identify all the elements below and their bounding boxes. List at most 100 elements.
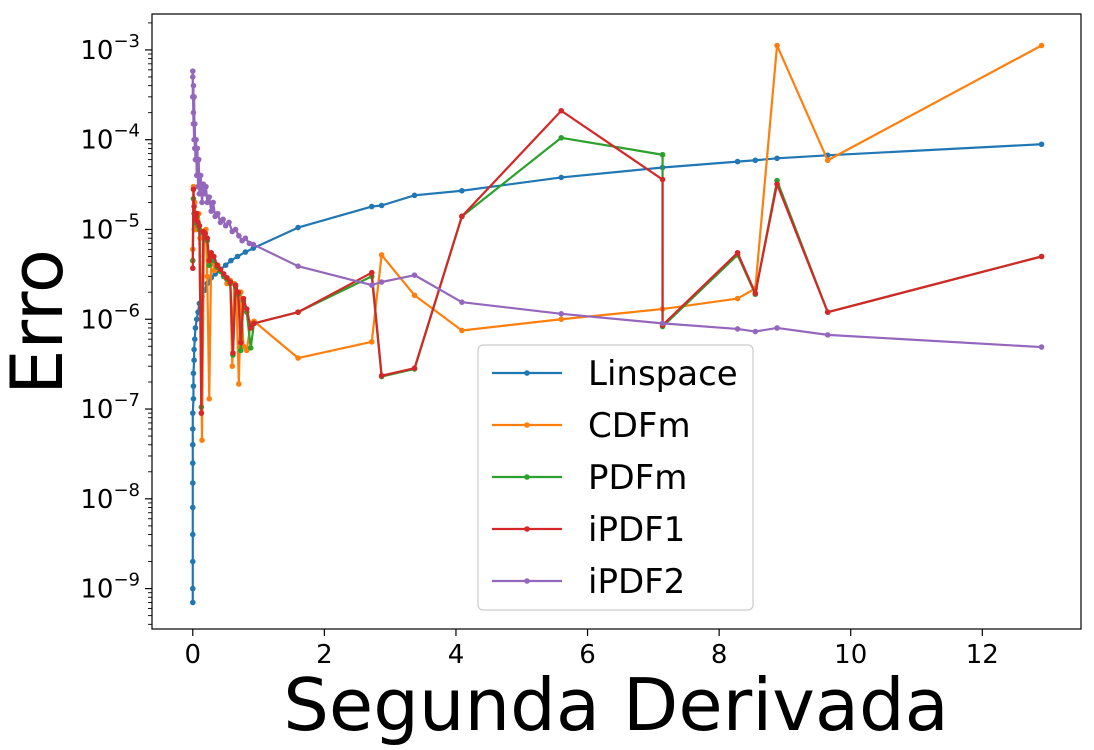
data-point [242, 249, 249, 255]
x-tick-label: 8 [711, 640, 728, 670]
data-point [224, 274, 230, 281]
legend-item-cdfm: CDFm [492, 406, 691, 446]
data-point [206, 396, 213, 402]
data-point [189, 426, 196, 432]
data-point [734, 295, 741, 302]
data-point [378, 279, 385, 285]
data-point [368, 269, 375, 276]
y-axis-title: Erro [0, 249, 79, 395]
y-tick-label: 10−4 [80, 121, 140, 156]
data-point [203, 183, 209, 190]
data-point [217, 266, 224, 273]
data-point [459, 299, 465, 305]
data-point [774, 181, 780, 187]
data-point [236, 233, 242, 239]
data-point [238, 347, 244, 354]
data-point [368, 282, 375, 288]
data-point [1038, 42, 1045, 49]
legend-label: iPDF1 [588, 510, 685, 550]
data-point [1038, 141, 1045, 148]
legend-swatch-marker [524, 370, 530, 376]
y-tick-label: 10−6 [80, 300, 140, 335]
data-point [235, 289, 241, 296]
data-point [368, 203, 375, 210]
data-point [195, 183, 201, 190]
data-point [189, 74, 196, 80]
data-point [194, 145, 201, 152]
data-point [1038, 344, 1045, 350]
x-tick-label: 10 [834, 640, 867, 670]
data-point [234, 253, 241, 260]
data-point [558, 107, 565, 114]
data-point [238, 339, 244, 346]
data-point [247, 345, 254, 351]
data-point [228, 257, 234, 264]
data-point [206, 257, 213, 264]
data-point [189, 410, 196, 416]
data-point [204, 235, 211, 241]
legend-item-ipdf1: iPDF1 [492, 510, 685, 550]
data-point [378, 252, 385, 258]
series-layer [189, 42, 1045, 606]
data-point [378, 372, 385, 379]
data-point [229, 363, 236, 370]
data-point [192, 325, 199, 331]
data-point [378, 202, 385, 209]
series-line [191, 109, 1042, 415]
data-point [204, 273, 211, 280]
x-tick-label: 4 [448, 640, 465, 670]
data-point [752, 328, 759, 335]
data-point [459, 213, 465, 220]
data-point [558, 311, 565, 317]
data-point [558, 134, 565, 141]
x-tick-label: 6 [579, 640, 596, 670]
data-point [734, 158, 741, 165]
data-point [190, 186, 197, 193]
legend-label: PDFm [588, 458, 687, 498]
data-point [191, 94, 197, 100]
data-point [774, 155, 780, 162]
plot-frame [151, 13, 1082, 630]
legend-swatch-marker [524, 578, 530, 584]
data-point [240, 295, 247, 302]
data-point [193, 316, 200, 323]
legend-item-pdfm: PDFm [492, 458, 687, 498]
data-point [558, 174, 565, 181]
data-point [206, 262, 213, 269]
data-point [189, 480, 196, 486]
data-point [295, 263, 301, 269]
y-tick-label: 10−7 [80, 390, 140, 425]
data-point [189, 265, 196, 272]
x-tick-label: 2 [316, 640, 333, 670]
data-point [250, 241, 257, 248]
x-axis-title: Segunda Derivada [283, 663, 949, 747]
data-point [190, 370, 197, 377]
legend-swatch-marker [524, 474, 530, 480]
data-point [226, 219, 232, 226]
y-tick-label: 10−8 [80, 480, 140, 515]
data-point [196, 222, 203, 229]
data-point [752, 290, 759, 297]
legend-label: iPDF2 [588, 562, 685, 602]
data-point [295, 224, 301, 231]
data-point [189, 504, 196, 511]
data-point [295, 355, 301, 361]
data-point [190, 396, 197, 402]
data-point [189, 599, 196, 606]
data-point [774, 325, 780, 331]
data-point [368, 339, 375, 345]
data-point [247, 325, 254, 331]
data-point [232, 226, 239, 233]
data-point [459, 187, 465, 194]
ticks-layer: 0 2 4 6 8 10 12 10−9 10−8 10−7 10−6 10−5 10−4 10−3 [80, 22, 999, 670]
legend-item-ipdf2: iPDF2 [492, 562, 685, 602]
data-point [196, 190, 203, 197]
data-point [411, 365, 418, 372]
y-tick-label: 10−5 [80, 210, 140, 245]
data-point [199, 199, 205, 206]
x-tick-label: 0 [185, 640, 202, 670]
data-point [193, 172, 200, 179]
y-tick-label: 10−3 [80, 31, 140, 66]
data-point [197, 172, 204, 179]
data-point [190, 82, 197, 89]
